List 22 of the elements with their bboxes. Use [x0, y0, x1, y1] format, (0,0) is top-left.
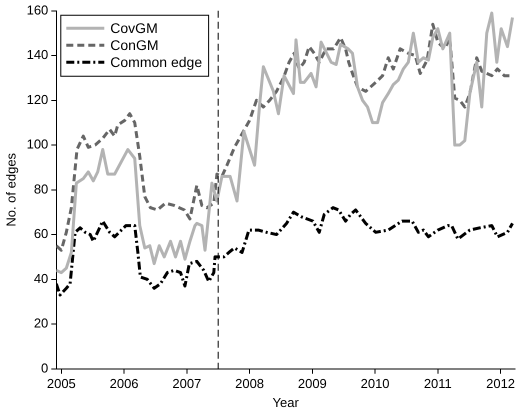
y-axis-title: No. of edges	[3, 152, 18, 227]
y-tick-label: 140	[26, 47, 48, 62]
x-tick-label: 2010	[360, 376, 390, 392]
y-tick-label: 0	[41, 360, 48, 376]
x-tick-label: 2006	[110, 376, 139, 392]
y-tick-label: 100	[26, 136, 48, 152]
y-tick-label: 80	[34, 181, 48, 196]
y-tick-label: 120	[26, 92, 48, 107]
y-tick-label: 20	[34, 316, 48, 331]
x-tick-label: 2005	[46, 376, 76, 392]
x-tick-label: 2009	[298, 376, 327, 392]
x-axis-title: Year	[272, 394, 300, 410]
x-tick-label: 2012	[486, 376, 516, 392]
x-tick-label: 2011	[424, 376, 452, 392]
x-tick-label: 2007	[172, 376, 202, 392]
legend-label: ConGM	[110, 37, 159, 54]
y-tick-label: 40	[34, 270, 48, 286]
x-tick-label: 2008	[235, 376, 264, 392]
legend-label: CovGM	[110, 20, 158, 36]
legend-label: Common edge	[110, 54, 202, 70]
y-tick-label: 160	[26, 2, 48, 18]
y-tick-label: 60	[34, 226, 48, 242]
